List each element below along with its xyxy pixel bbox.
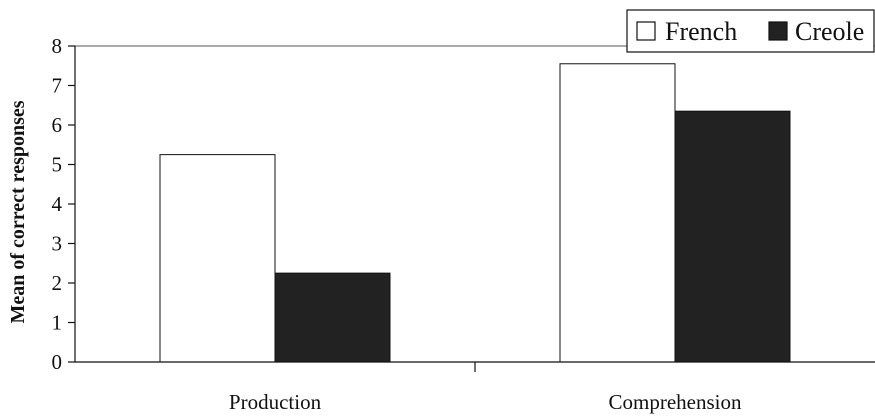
legend-label-french: French: [665, 17, 737, 46]
y-axis: 0 1 2 3 4 5 6 7 8: [52, 34, 76, 374]
legend-label-creole: Creole: [795, 17, 864, 46]
x-category-label-production: Production: [229, 390, 322, 414]
bar-creole-comprehension: [674, 110, 791, 363]
x-category-label-comprehension: Comprehension: [609, 390, 742, 414]
bar-french-production: [159, 154, 276, 363]
legend-swatch-creole: [768, 21, 788, 41]
x-axis: Production Comprehension: [75, 361, 875, 414]
bars-layer: [159, 63, 791, 363]
y-tick-label-5: 5: [52, 153, 63, 177]
y-tick-label-0: 0: [52, 350, 63, 374]
legend-swatch-french: [636, 21, 656, 41]
y-tick-label-4: 4: [52, 192, 63, 216]
y-tick-label-3: 3: [52, 232, 63, 256]
y-tick-label-2: 2: [52, 271, 63, 295]
legend: French Creole: [626, 9, 875, 53]
bar-french-comprehension: [559, 63, 676, 363]
y-tick-label-8: 8: [52, 34, 63, 58]
y-axis-title: Mean of correct responses: [7, 100, 29, 323]
y-tick-label-1: 1: [52, 311, 63, 335]
bar-creole-production: [274, 272, 391, 363]
legend-box: [626, 9, 875, 53]
y-tick-label-6: 6: [52, 113, 63, 137]
y-tick-label-7: 7: [52, 74, 63, 98]
